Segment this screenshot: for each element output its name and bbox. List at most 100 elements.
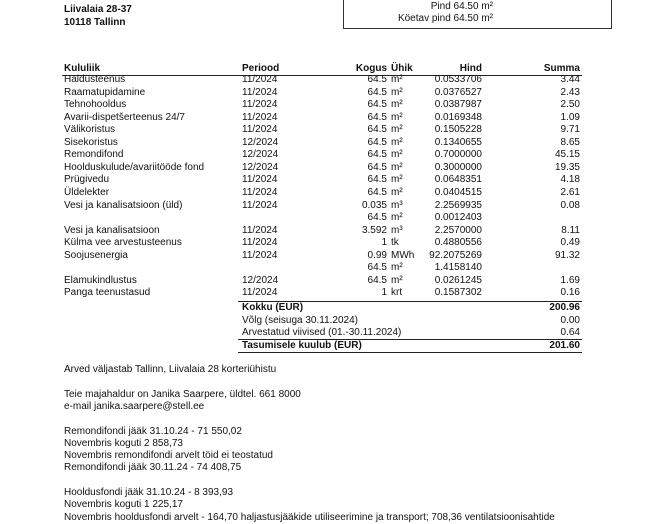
cell-qty: 64.5 xyxy=(367,136,387,148)
cell-price: 0.4880556 xyxy=(434,237,482,249)
cell-price: 0.0533706 xyxy=(434,74,482,85)
cell-period: 11/2024 xyxy=(242,124,278,136)
cell-unit: m² xyxy=(391,74,403,85)
cell-unit: m² xyxy=(391,161,403,173)
cell-name: Prügivedu xyxy=(64,174,110,186)
total-value: 0.00 xyxy=(560,314,580,326)
cell-period: 11/2024 xyxy=(242,99,278,111)
cell-sum: 0.08 xyxy=(560,199,580,211)
cell-unit: m³ xyxy=(391,224,403,236)
cell-qty: 64.5 xyxy=(367,274,387,286)
cell-period: 11/2024 xyxy=(242,186,278,198)
cell-sum: 2.61 xyxy=(560,186,580,198)
cell-sum: 0.49 xyxy=(560,237,580,249)
cell-name: Vesi ja kanalisatsioon xyxy=(64,224,160,236)
cell-name: Välikoristus xyxy=(64,124,116,136)
cell-price: 0.0261245 xyxy=(434,274,482,286)
cell-qty: 64.5 xyxy=(367,212,387,224)
cell-period: 12/2024 xyxy=(242,136,279,148)
cell-sum: 2.50 xyxy=(560,99,580,111)
cell-qty: 3.592 xyxy=(361,224,387,236)
cell-unit: m² xyxy=(391,86,403,98)
cell-name: Sisekoristus xyxy=(64,136,118,148)
cell-unit: krt xyxy=(391,287,403,299)
cell-unit: m² xyxy=(391,174,403,186)
heated-area: Köetav pind 64.50 m² xyxy=(397,13,493,24)
cell-unit: m² xyxy=(391,212,403,224)
cell-qty: 64.5 xyxy=(367,149,387,161)
cell-unit: m² xyxy=(391,262,403,274)
cell-qty: 64.5 xyxy=(367,161,387,173)
cell-qty: 1 xyxy=(381,287,387,299)
column-header: Periood xyxy=(242,63,280,74)
cell-sum: 9.71 xyxy=(560,124,580,136)
cell-price: 0.0012403 xyxy=(434,212,482,224)
cell-period: 11/2024 xyxy=(242,237,278,249)
cell-qty: 64.5 xyxy=(367,262,387,274)
cell-price: 0.0404515 xyxy=(434,186,482,198)
note-line: Remondifondi jääk 31.10.24 - 71 550,02 xyxy=(64,425,242,437)
table-rule xyxy=(238,300,582,302)
cell-name: Haldusteenus xyxy=(64,74,126,85)
cell-period: 11/2024 xyxy=(242,249,278,261)
note-line: Novembris koguti 2 858,73 xyxy=(64,437,183,449)
column-header: Kogus xyxy=(355,63,387,74)
header-rule xyxy=(62,75,582,76)
cell-sum: 91.32 xyxy=(554,249,580,261)
cell-name: Tehnohooldus xyxy=(64,99,127,111)
cell-unit: m³ xyxy=(391,199,403,211)
cell-unit: m² xyxy=(391,136,403,148)
cell-price: 92.2075269 xyxy=(429,249,482,261)
cell-sum: 3.44 xyxy=(560,74,580,85)
note-line: Remondifondi jääk 30.11.24 - 74 408,75 xyxy=(64,462,242,474)
cell-unit: tk xyxy=(391,237,399,249)
cell-sum: 1.09 xyxy=(560,111,580,123)
total-value: 201.60 xyxy=(549,339,580,351)
cell-period: 11/2024 xyxy=(242,86,278,98)
city: 10118 Tallinn xyxy=(64,17,126,28)
cell-sum: 8.11 xyxy=(561,224,580,236)
note-line: Arved väljastab Tallinn, Liivalaia 28 ko… xyxy=(64,364,277,375)
cell-qty: 64.5 xyxy=(367,174,387,186)
cell-name: Üldelekter xyxy=(64,186,110,198)
cell-period: 11/2024 xyxy=(242,224,278,236)
note-line: Novembris remondifondi arvelt töid ei te… xyxy=(64,450,273,462)
cell-qty: 64.5 xyxy=(367,111,387,123)
total-rule xyxy=(238,338,582,340)
cell-name: Elamukindlustus xyxy=(64,274,137,286)
cell-price: 0.0387987 xyxy=(434,99,482,111)
cell-unit: m² xyxy=(391,149,403,161)
cell-qty: 64.5 xyxy=(367,86,387,98)
cell-sum: 0.16 xyxy=(560,287,580,299)
column-header: Summa xyxy=(543,63,580,74)
total-rule xyxy=(238,351,582,353)
column-header: Ühik xyxy=(391,63,413,74)
note-line: Novembris hooldusfondi arvelt - 164,70 h… xyxy=(64,511,555,523)
total-value: 0.64 xyxy=(560,327,580,339)
cell-price: 0.0169348 xyxy=(434,111,482,123)
cell-qty: 64.5 xyxy=(367,124,387,136)
cell-sum: 2.43 xyxy=(560,86,580,98)
cell-price: 0.3000000 xyxy=(434,161,482,173)
cell-unit: m² xyxy=(391,124,403,136)
cell-price: 0.0376527 xyxy=(434,86,482,98)
cell-unit: m² xyxy=(391,274,403,286)
cell-qty: 64.5 xyxy=(367,186,387,198)
total-label: Kokku (EUR) xyxy=(242,302,304,314)
cell-sum: 8.65 xyxy=(560,136,580,148)
cell-price: 1.4158140 xyxy=(434,262,482,274)
cell-qty: 1 xyxy=(381,237,387,249)
total-label: Arvestatud viivised (01.-30.11.2024) xyxy=(242,327,402,339)
total-label: Tasumisele kuulub (EUR) xyxy=(242,339,362,351)
cell-period: 11/2024 xyxy=(242,287,278,299)
note-line: Hooldusfondi jääk 31.10.24 - 8 393,93 xyxy=(64,487,234,498)
cell-price: 0.1505228 xyxy=(434,124,482,136)
cell-name: Avarii-dispetšerteenus 24/7 xyxy=(64,111,185,123)
cell-period: 11/2024 xyxy=(242,111,278,123)
cell-sum: 45.15 xyxy=(554,149,580,161)
column-header: Hind xyxy=(459,63,482,74)
column-header: Kululiik xyxy=(64,63,101,74)
cell-period: 11/2024 xyxy=(242,174,278,186)
address: Liivalaia 28-37 xyxy=(64,4,132,15)
